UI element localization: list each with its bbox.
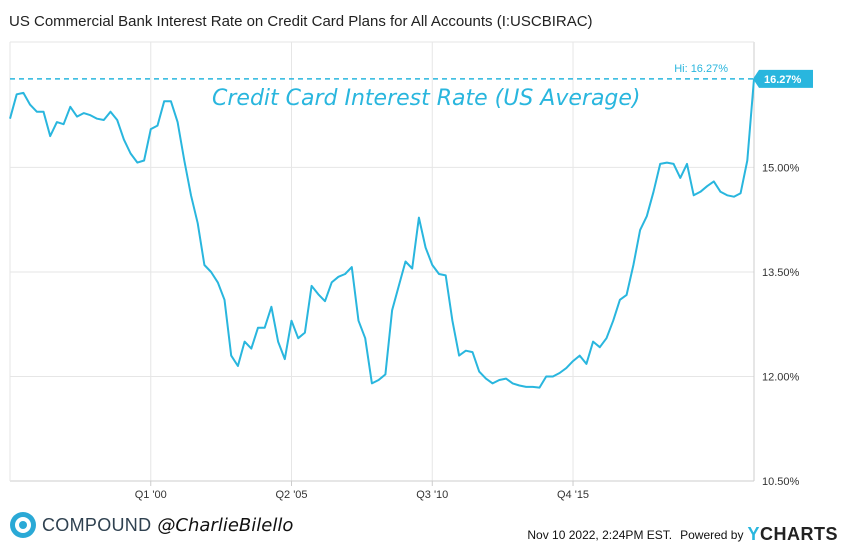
footer-info: Nov 10 2022, 2:24PM EST. Powered by YCHA… — [527, 524, 838, 545]
series-line — [9, 78, 755, 389]
chart-title: US Commercial Bank Interest Rate on Cred… — [9, 13, 593, 30]
twitter-handle: @CharlieBilello — [157, 514, 294, 536]
tick-labels: 10.50% 12.00% 13.50% 15.00% Q1 '00 Q2 '05 Q3 '… — [135, 162, 800, 501]
ycharts-logo[interactable]: YCHARTS — [747, 524, 838, 545]
last-value-label: 16.27% — [764, 74, 802, 86]
axes — [9, 41, 755, 486]
last-value-badge: 16.27% — [753, 69, 813, 88]
timestamp: Nov 10 2022, 2:24PM EST. — [527, 527, 673, 542]
ycharts-y: Y — [747, 524, 760, 544]
y-tick-label: 13.50% — [762, 267, 800, 279]
powered-by-label: Powered by — [680, 527, 744, 542]
y-tick-label: 12.00% — [762, 371, 800, 383]
y-tick-label: 10.50% — [762, 476, 800, 488]
x-tick-label: Q1 '00 — [135, 489, 167, 501]
y-tick-label: 15.00% — [762, 162, 800, 174]
high-marker: Hi: 16.27% — [10, 63, 754, 80]
chart-annotation: Credit Card Interest Rate (US Average) — [212, 86, 641, 111]
brand-name: COMPOUND — [42, 514, 152, 535]
compound-logo-icon — [10, 512, 36, 538]
x-tick-label: Q2 '05 — [275, 489, 307, 501]
last-value-bg — [753, 69, 813, 88]
compound-branding: COMPOUND @CharlieBilello — [10, 510, 293, 540]
x-tick-label: Q4 '15 — [557, 489, 589, 501]
x-tick-label: Q3 '10 — [416, 489, 448, 501]
high-label: Hi: 16.27% — [674, 63, 728, 75]
series-layer: 16.27% — [9, 69, 813, 389]
ycharts-rest: CHARTS — [760, 524, 838, 544]
